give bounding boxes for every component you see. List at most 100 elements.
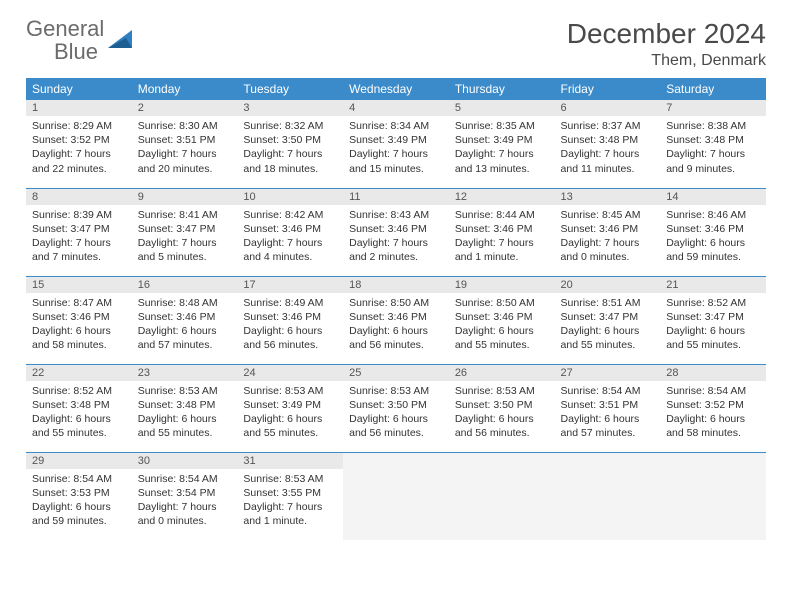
day-number: 18 xyxy=(343,277,449,293)
day-info: Sunrise: 8:54 AMSunset: 3:54 PMDaylight:… xyxy=(132,469,238,535)
day-cell: 16Sunrise: 8:48 AMSunset: 3:46 PMDayligh… xyxy=(132,276,238,364)
dow-tuesday: Tuesday xyxy=(237,78,343,100)
day-cell: 9Sunrise: 8:41 AMSunset: 3:47 PMDaylight… xyxy=(132,188,238,276)
sunset-text: Sunset: 3:51 PM xyxy=(561,398,655,412)
daylight-text: Daylight: 6 hours and 56 minutes. xyxy=(349,324,443,352)
calendar-week: 1Sunrise: 8:29 AMSunset: 3:52 PMDaylight… xyxy=(26,100,766,188)
sunrise-text: Sunrise: 8:52 AM xyxy=(32,384,126,398)
sunset-text: Sunset: 3:46 PM xyxy=(349,222,443,236)
sunset-text: Sunset: 3:52 PM xyxy=(666,398,760,412)
day-info: Sunrise: 8:29 AMSunset: 3:52 PMDaylight:… xyxy=(26,116,132,182)
daylight-text: Daylight: 6 hours and 56 minutes. xyxy=(349,412,443,440)
sunrise-text: Sunrise: 8:37 AM xyxy=(561,119,655,133)
sunset-text: Sunset: 3:46 PM xyxy=(561,222,655,236)
daylight-text: Daylight: 7 hours and 2 minutes. xyxy=(349,236,443,264)
empty-cell xyxy=(555,452,661,540)
sunrise-text: Sunrise: 8:54 AM xyxy=(32,472,126,486)
daylight-text: Daylight: 7 hours and 0 minutes. xyxy=(561,236,655,264)
day-info: Sunrise: 8:53 AMSunset: 3:48 PMDaylight:… xyxy=(132,381,238,447)
sunrise-text: Sunrise: 8:53 AM xyxy=(455,384,549,398)
day-cell: 14Sunrise: 8:46 AMSunset: 3:46 PMDayligh… xyxy=(660,188,766,276)
day-number: 31 xyxy=(237,453,343,469)
day-cell: 17Sunrise: 8:49 AMSunset: 3:46 PMDayligh… xyxy=(237,276,343,364)
dow-thursday: Thursday xyxy=(449,78,555,100)
day-number: 17 xyxy=(237,277,343,293)
sunrise-text: Sunrise: 8:53 AM xyxy=(243,472,337,486)
daylight-text: Daylight: 7 hours and 9 minutes. xyxy=(666,147,760,175)
daylight-text: Daylight: 6 hours and 57 minutes. xyxy=(138,324,232,352)
day-cell: 10Sunrise: 8:42 AMSunset: 3:46 PMDayligh… xyxy=(237,188,343,276)
header: General Blue December 2024 Them, Denmark xyxy=(26,18,766,70)
sunrise-text: Sunrise: 8:50 AM xyxy=(349,296,443,310)
day-number: 20 xyxy=(555,277,661,293)
daylight-text: Daylight: 6 hours and 55 minutes. xyxy=(666,324,760,352)
day-info: Sunrise: 8:42 AMSunset: 3:46 PMDaylight:… xyxy=(237,205,343,271)
sunset-text: Sunset: 3:48 PM xyxy=(32,398,126,412)
sunset-text: Sunset: 3:47 PM xyxy=(138,222,232,236)
sunrise-text: Sunrise: 8:54 AM xyxy=(666,384,760,398)
day-cell: 5Sunrise: 8:35 AMSunset: 3:49 PMDaylight… xyxy=(449,100,555,188)
daylight-text: Daylight: 6 hours and 56 minutes. xyxy=(455,412,549,440)
day-number: 28 xyxy=(660,365,766,381)
day-cell: 13Sunrise: 8:45 AMSunset: 3:46 PMDayligh… xyxy=(555,188,661,276)
daylight-text: Daylight: 6 hours and 56 minutes. xyxy=(243,324,337,352)
daylight-text: Daylight: 6 hours and 55 minutes. xyxy=(32,412,126,440)
sunset-text: Sunset: 3:47 PM xyxy=(666,310,760,324)
daylight-text: Daylight: 7 hours and 7 minutes. xyxy=(32,236,126,264)
sunrise-text: Sunrise: 8:47 AM xyxy=(32,296,126,310)
sunset-text: Sunset: 3:55 PM xyxy=(243,486,337,500)
sunrise-text: Sunrise: 8:32 AM xyxy=(243,119,337,133)
sunset-text: Sunset: 3:46 PM xyxy=(666,222,760,236)
day-number: 21 xyxy=(660,277,766,293)
day-number: 1 xyxy=(26,100,132,116)
day-info: Sunrise: 8:50 AMSunset: 3:46 PMDaylight:… xyxy=(343,293,449,359)
dow-friday: Friday xyxy=(555,78,661,100)
day-cell: 23Sunrise: 8:53 AMSunset: 3:48 PMDayligh… xyxy=(132,364,238,452)
sunset-text: Sunset: 3:47 PM xyxy=(561,310,655,324)
daylight-text: Daylight: 7 hours and 0 minutes. xyxy=(138,500,232,528)
day-cell: 24Sunrise: 8:53 AMSunset: 3:49 PMDayligh… xyxy=(237,364,343,452)
day-number: 13 xyxy=(555,189,661,205)
day-info: Sunrise: 8:47 AMSunset: 3:46 PMDaylight:… xyxy=(26,293,132,359)
day-cell: 11Sunrise: 8:43 AMSunset: 3:46 PMDayligh… xyxy=(343,188,449,276)
calendar-week: 8Sunrise: 8:39 AMSunset: 3:47 PMDaylight… xyxy=(26,188,766,276)
daylight-text: Daylight: 6 hours and 59 minutes. xyxy=(666,236,760,264)
sunrise-text: Sunrise: 8:50 AM xyxy=(455,296,549,310)
sunset-text: Sunset: 3:49 PM xyxy=(455,133,549,147)
sunset-text: Sunset: 3:50 PM xyxy=(349,398,443,412)
daylight-text: Daylight: 6 hours and 55 minutes. xyxy=(243,412,337,440)
empty-cell xyxy=(343,452,449,540)
day-number: 10 xyxy=(237,189,343,205)
day-cell: 6Sunrise: 8:37 AMSunset: 3:48 PMDaylight… xyxy=(555,100,661,188)
sunrise-text: Sunrise: 8:48 AM xyxy=(138,296,232,310)
day-number: 30 xyxy=(132,453,238,469)
day-cell: 30Sunrise: 8:54 AMSunset: 3:54 PMDayligh… xyxy=(132,452,238,540)
day-number: 26 xyxy=(449,365,555,381)
daylight-text: Daylight: 7 hours and 18 minutes. xyxy=(243,147,337,175)
sunrise-text: Sunrise: 8:51 AM xyxy=(561,296,655,310)
day-cell: 12Sunrise: 8:44 AMSunset: 3:46 PMDayligh… xyxy=(449,188,555,276)
daylight-text: Daylight: 6 hours and 55 minutes. xyxy=(561,324,655,352)
sunset-text: Sunset: 3:48 PM xyxy=(138,398,232,412)
sunset-text: Sunset: 3:46 PM xyxy=(32,310,126,324)
day-info: Sunrise: 8:38 AMSunset: 3:48 PMDaylight:… xyxy=(660,116,766,182)
day-cell: 31 Sunrise: 8:53 AMSunset: 3:55 PMDayligh… xyxy=(237,452,343,540)
calendar-table: Sunday Monday Tuesday Wednesday Thursday… xyxy=(26,78,766,540)
day-cell: 1Sunrise: 8:29 AMSunset: 3:52 PMDaylight… xyxy=(26,100,132,188)
day-number: 16 xyxy=(132,277,238,293)
sunset-text: Sunset: 3:50 PM xyxy=(243,133,337,147)
day-number: 22 xyxy=(26,365,132,381)
daylight-text: Daylight: 6 hours and 58 minutes. xyxy=(666,412,760,440)
triangle-icon xyxy=(108,28,136,55)
daylight-text: Daylight: 7 hours and 20 minutes. xyxy=(138,147,232,175)
day-number: 5 xyxy=(449,100,555,116)
sunset-text: Sunset: 3:52 PM xyxy=(32,133,126,147)
sunrise-text: Sunrise: 8:35 AM xyxy=(455,119,549,133)
daylight-text: Daylight: 7 hours and 1 minute. xyxy=(243,500,337,528)
day-cell: 27Sunrise: 8:54 AMSunset: 3:51 PMDayligh… xyxy=(555,364,661,452)
day-number: 25 xyxy=(343,365,449,381)
daylight-text: Daylight: 7 hours and 22 minutes. xyxy=(32,147,126,175)
location: Them, Denmark xyxy=(567,52,766,70)
dow-row: Sunday Monday Tuesday Wednesday Thursday… xyxy=(26,78,766,100)
day-number: 2 xyxy=(132,100,238,116)
